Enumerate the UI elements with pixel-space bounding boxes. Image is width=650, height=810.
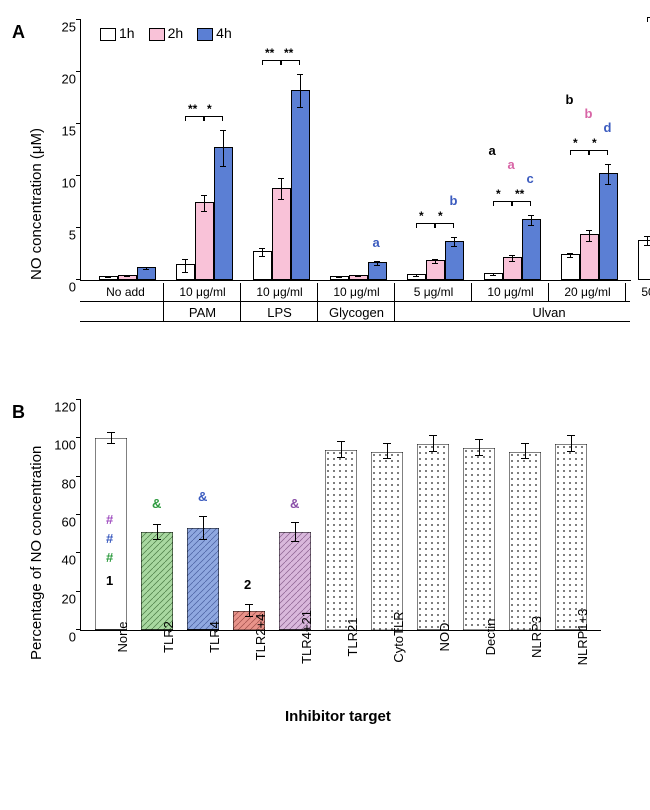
bar [291,90,310,280]
x-label: TLR4+21 [299,610,314,664]
x-label: None [115,621,130,652]
panel-b-y-label: Percentage of NO concentration [28,446,45,660]
panel-b-label: B [12,402,25,423]
bar [214,147,233,280]
x-label: TLR2+4 [253,614,268,661]
bar [371,452,403,630]
bar [187,528,219,630]
x-label: NOD [437,623,452,652]
x-label: Dectin [483,619,498,656]
bar [522,219,541,280]
panel-a-plot: 0510152025*******a**b***caa**dbb****ecc [80,20,631,281]
bar [195,202,214,280]
x-label: TLR2 [161,621,176,653]
panel-a-y-label: NO concentration (μM) [28,128,45,280]
x-label: NLRP1+3 [575,609,590,666]
panel-a-label: A [12,22,25,43]
x-label: TLR21 [345,617,360,656]
bar [272,188,291,280]
panel-a-legend: 1h2h4h [100,25,246,41]
x-label: NLRP3 [529,616,544,658]
bar [325,450,357,630]
panel-b-xlabels: NoneTLR2TLR4TLR2+4TLR4+21TLR21CytoTLRNOD… [80,631,650,701]
panel-b-chart: 020406080100120###1&&2& NoneTLR2TLR4TLR2… [80,400,650,701]
bar [555,444,587,630]
bar [463,448,495,630]
panel-b-plot: 020406080100120###1&&2& [80,400,601,631]
bar [417,444,449,630]
x-label: CytoTLR [391,611,406,662]
panel-a-chart: 0510152025*******a**b***caa**dbb****ecc … [80,20,650,281]
bar [141,532,173,630]
bar [509,452,541,630]
panel-a: A NO concentration (μM) 0510152025******… [10,20,650,390]
panel-b: B Percentage of NO concentration 0204060… [10,400,650,800]
panel-b-x-axis-label: Inhibitor target [285,708,391,725]
x-label: TLR4 [207,621,222,653]
bar [599,173,618,280]
